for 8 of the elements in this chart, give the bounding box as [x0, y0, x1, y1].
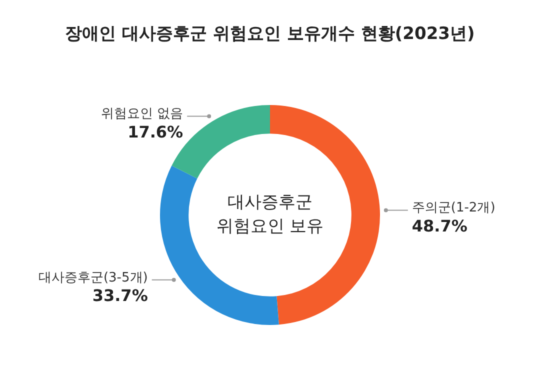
data-label: 33.7% — [92, 286, 148, 306]
slice-label: 주의군(1-2개) — [412, 200, 496, 216]
slice-label: 대사증후군(3-5개) — [38, 270, 148, 286]
text: 대사증후군 위험요인 보유 — [216, 192, 324, 236]
chart-title: 장애인 대사증후군 위험요인 보유개수 현황(2023년) — [64, 23, 476, 45]
data-label: 17.6% — [128, 122, 184, 142]
data-label: 48.7% — [412, 216, 468, 236]
slice-label: 위험요인 없음 — [100, 106, 184, 122]
